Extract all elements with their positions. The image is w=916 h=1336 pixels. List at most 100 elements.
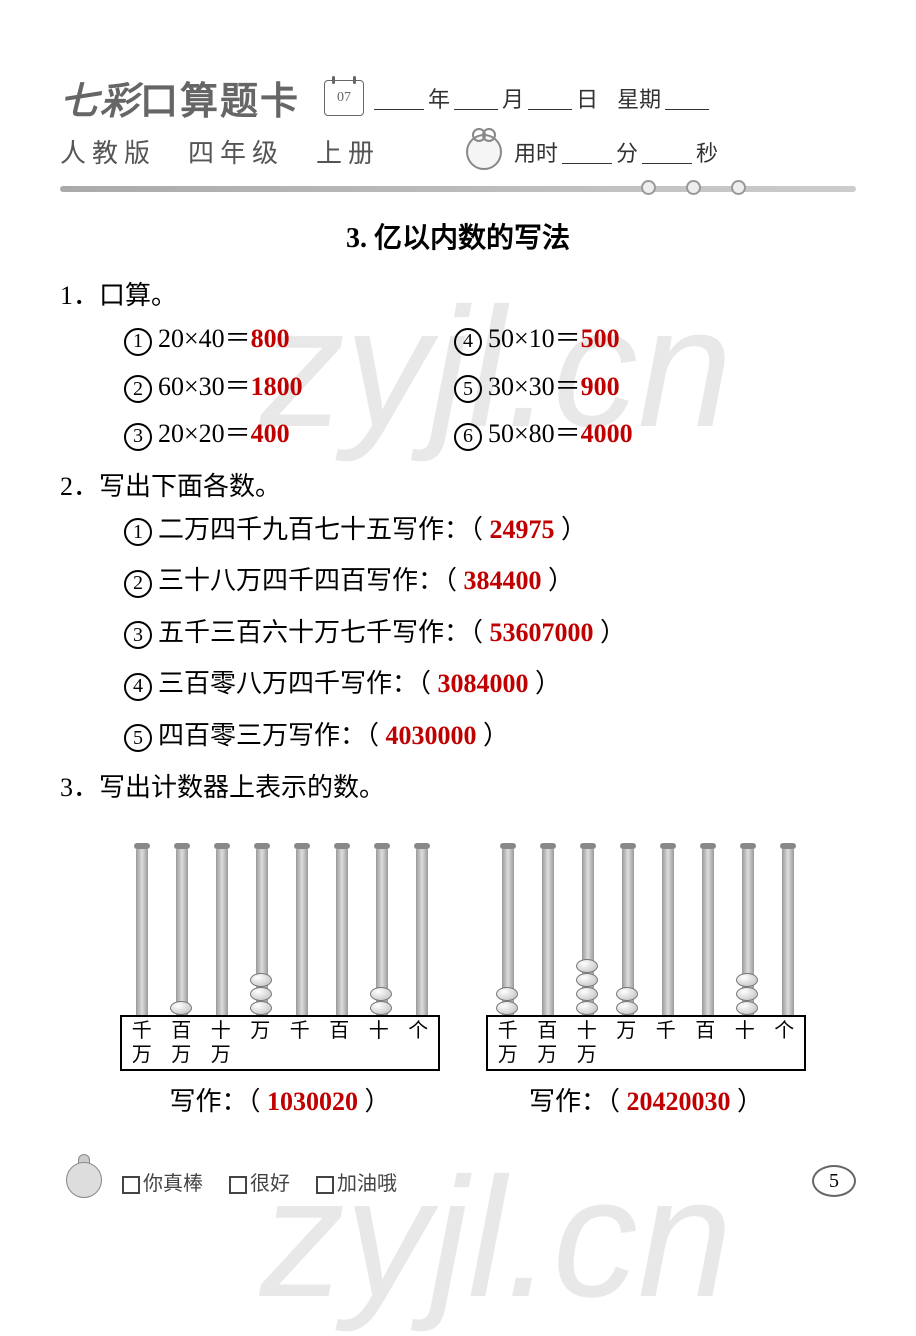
abacus-bead — [170, 1001, 192, 1015]
checkbox-icon[interactable] — [229, 1176, 247, 1194]
section-title: 3. 亿以内数的写法 — [60, 216, 856, 256]
q1-item: 650×80＝4000 — [454, 413, 633, 451]
sec-blank[interactable] — [642, 140, 692, 164]
q1-item: 530×30＝900 — [454, 366, 620, 404]
divider-dot — [731, 180, 746, 195]
abacus-rod — [416, 845, 428, 1015]
checkbox-icon[interactable] — [316, 1176, 334, 1194]
expression: 60×30＝1800 — [158, 366, 303, 403]
circled-number: 3 — [124, 423, 152, 451]
weekday-blank[interactable] — [665, 86, 709, 110]
circled-number: 5 — [124, 724, 152, 752]
abacus-rod — [376, 845, 388, 1015]
page-number: 5 — [812, 1165, 856, 1197]
min-blank[interactable] — [562, 140, 612, 164]
date-fields: 年 月 日 星期 — [374, 82, 709, 114]
abacus-label: 十 — [725, 1017, 765, 1069]
abacus-bead — [576, 973, 598, 987]
mascot-icon — [60, 1156, 110, 1206]
q2-text: 二万四千九百七十五写作：（ 24975 ） — [158, 509, 587, 546]
abacus-label: 百 — [686, 1017, 726, 1069]
abacus-label: 千 — [646, 1017, 686, 1069]
q1-title: 1．口算。 — [60, 274, 856, 318]
answer: 20420030 — [627, 1087, 731, 1116]
opt1-label: 你真棒 — [143, 1173, 203, 1195]
abacus-label: 千万 — [488, 1017, 528, 1069]
abacus — [120, 827, 440, 1017]
abacus-bead — [576, 987, 598, 1001]
year-label: 年 — [428, 82, 450, 114]
subtitle-row: 人教版 四年级 上册 用时 分 秒 — [60, 133, 856, 170]
expression: 30×30＝900 — [488, 366, 620, 403]
abacus-bead — [496, 987, 518, 1001]
abacus-label: 千 — [280, 1017, 320, 1069]
abacus-bead — [496, 1001, 518, 1015]
month-label: 月 — [502, 82, 524, 114]
answer: 24975 — [490, 515, 555, 544]
q2-item: 1二万四千九百七十五写作：（ 24975 ） — [124, 509, 856, 547]
circled-number: 5 — [454, 375, 482, 403]
q3-title: 3．写出计数器上表示的数。 — [60, 766, 856, 810]
abacus-label: 千万 — [122, 1017, 162, 1069]
q2-title: 2．写出下面各数。 — [60, 465, 856, 509]
q2-text: 三十八万四千四百写作：（ 384400 ） — [158, 560, 574, 597]
abacus-rod — [782, 845, 794, 1015]
subtitle: 人教版 四年级 上册 — [60, 133, 380, 170]
abacus-label: 十万 — [201, 1017, 241, 1069]
q1-item: 120×40＝800 — [124, 318, 454, 356]
q2-items: 1二万四千九百七十五写作：（ 24975 ）2三十八万四千四百写作：（ 3844… — [60, 509, 856, 753]
circled-number: 4 — [124, 673, 152, 701]
q1-item: 260×30＝1800 — [124, 366, 454, 404]
opt1[interactable]: 你真棒 — [122, 1167, 203, 1196]
q2-item: 3五千三百六十万七千写作：（ 53607000 ） — [124, 612, 856, 650]
month-blank[interactable] — [454, 86, 498, 110]
abacus-bead — [576, 959, 598, 973]
logo-prefix: 七彩 — [60, 81, 140, 123]
answer: 400 — [251, 419, 290, 448]
abacus-label: 万 — [241, 1017, 281, 1069]
q1-item: 320×20＝400 — [124, 413, 454, 451]
checkbox-icon[interactable] — [122, 1176, 140, 1194]
divider-dot — [641, 180, 656, 195]
abacus-bead — [250, 987, 272, 1001]
circled-number: 6 — [454, 423, 482, 451]
opt3[interactable]: 加油哦 — [316, 1167, 397, 1196]
abacus-bead — [250, 973, 272, 987]
abacus-rod — [702, 845, 714, 1015]
q2-text: 五千三百六十万七千写作：（ 53607000 ） — [158, 612, 626, 649]
divider-dot — [686, 180, 701, 195]
abacus-labels: 千万百万十万万千百十个 — [120, 1017, 440, 1071]
abacus-label: 十 — [359, 1017, 399, 1069]
year-blank[interactable] — [374, 86, 424, 110]
abacus-label: 个 — [765, 1017, 805, 1069]
q1-items: 120×40＝800450×10＝500260×30＝1800530×30＝90… — [60, 318, 856, 451]
q2-item: 4三百零八万四千写作：（ 3084000 ） — [124, 663, 856, 701]
opt2[interactable]: 很好 — [229, 1167, 290, 1196]
abacus-bead — [736, 1001, 758, 1015]
expression: 50×10＝500 — [488, 318, 620, 355]
abacus-rod — [296, 845, 308, 1015]
answer: 4030000 — [386, 721, 477, 750]
abacus-rod — [662, 845, 674, 1015]
min-label: 分 — [616, 136, 638, 168]
circled-number: 1 — [124, 518, 152, 546]
expression: 20×40＝800 — [158, 318, 290, 355]
weekday-label: 星期 — [617, 82, 661, 114]
abacus-rod — [336, 845, 348, 1015]
answer: 384400 — [464, 566, 542, 595]
expression: 20×20＝400 — [158, 413, 290, 450]
answer: 900 — [581, 372, 620, 401]
answer: 800 — [251, 324, 290, 353]
circled-number: 1 — [124, 328, 152, 356]
abacus-rod — [742, 845, 754, 1015]
answer: 4000 — [581, 419, 633, 448]
circled-number: 2 — [124, 375, 152, 403]
abacus-bead — [736, 987, 758, 1001]
answer: 53607000 — [490, 618, 594, 647]
abacus-label: 个 — [399, 1017, 439, 1069]
day-blank[interactable] — [528, 86, 572, 110]
abacus-bead — [370, 1001, 392, 1015]
expression: 50×80＝4000 — [488, 413, 633, 450]
opt3-label: 加油哦 — [337, 1173, 397, 1195]
abacus-rod — [502, 845, 514, 1015]
